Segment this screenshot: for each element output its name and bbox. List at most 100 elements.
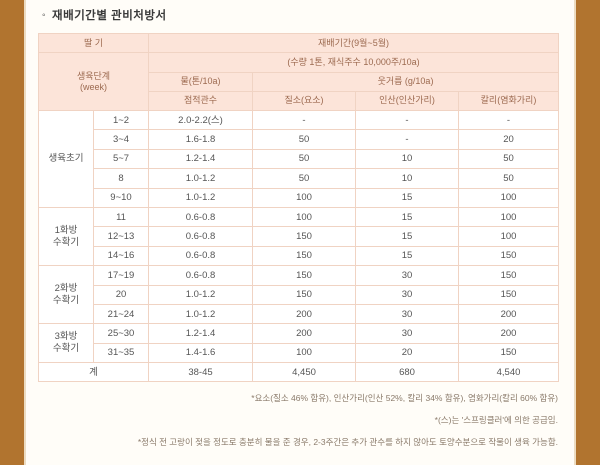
potassium-cell: 50 [457, 148, 560, 170]
group-cell-first-harvest: 1화방 수확기 [38, 206, 94, 267]
nitrogen-cell: 50 [252, 148, 356, 170]
week-cell: 1~2 [93, 109, 149, 131]
week-cell: 3~4 [93, 129, 149, 150]
table-row: 14~16 0.6-0.8 150 15 150 [39, 245, 560, 267]
phosphorus-cell: 20 [355, 342, 459, 364]
group-label: 2화방 [54, 282, 78, 294]
header-stage-line2: (week) [79, 81, 107, 92]
nitrogen-cell: 50 [252, 129, 356, 150]
potassium-cell: 100 [457, 187, 560, 208]
phosphorus-cell: 10 [355, 148, 459, 170]
water-cell: 0.6-0.8 [148, 245, 253, 267]
phosphorus-cell: 10 [355, 168, 459, 189]
total-label-cell: 계 [38, 362, 149, 383]
nitrogen-cell: 150 [252, 284, 356, 305]
header-water: 물(톤/10a) [148, 71, 253, 92]
water-cell: 1.2-1.4 [148, 323, 253, 344]
potassium-cell: 150 [457, 245, 560, 267]
group-cell-second-harvest: 2화방 수확기 [38, 265, 94, 325]
potassium-cell: 20 [457, 129, 560, 150]
water-cell: 1.0-1.2 [148, 303, 253, 325]
nitrogen-cell: 150 [252, 245, 356, 267]
header-capacity: (수량 1톤, 재식주수 10,000주/10a) [147, 52, 560, 73]
potassium-cell: 100 [457, 226, 560, 247]
table-row: 3~4 1.6-1.8 50 - 20 [39, 129, 560, 150]
potassium-cell: 200 [457, 323, 560, 344]
water-cell: 1.0-1.2 [148, 168, 253, 189]
water-cell: 0.6-0.8 [148, 206, 253, 228]
footnote-sprinkler: *(스)는 '스프링클러'에 의한 공급임. [434, 415, 558, 425]
page-title-text: 재배기간별 관비처방서 [52, 10, 167, 22]
week-cell: 11 [93, 206, 149, 228]
table-row: 8 1.0-1.2 50 10 50 [39, 168, 560, 189]
table-row: 3화방 수확기 25~30 1.2-1.4 200 30 200 [38, 323, 560, 364]
total-water-cell: 38-45 [148, 362, 253, 383]
nitrogen-cell: 50 [252, 168, 356, 189]
group-cell-early-growth: 생육초기 [38, 110, 94, 208]
group-label: 3화방 [54, 331, 78, 343]
nitrogen-cell: 100 [252, 206, 356, 228]
potassium-cell: - [457, 109, 560, 131]
water-cell: 2.0-2.2(스) [148, 109, 253, 131]
header-row-3: 물(톤/10a) 웃거름 (g/10a) [39, 71, 560, 92]
header-row-1: 딸 기 재배기간(9월~5월) [38, 32, 560, 54]
header-potassium: 칼리(염화가리) [457, 90, 560, 112]
nitrogen-cell: 150 [252, 265, 356, 286]
phosphorus-cell: - [355, 109, 459, 131]
header-period: 재배기간(9월~5월) [147, 32, 560, 54]
phosphorus-cell: 15 [355, 226, 459, 247]
table-row: 1화방 수확기 11 0.6-0.8 100 15 100 [38, 206, 560, 267]
week-cell: 17~19 [93, 265, 149, 286]
water-cell: 1.2-1.4 [148, 148, 253, 170]
table-row: 21~24 1.0-1.2 200 30 200 [39, 303, 560, 325]
phosphorus-cell: 15 [355, 187, 459, 208]
table-row: 12~13 0.6-0.8 150 15 100 [39, 226, 560, 247]
potassium-cell: 100 [457, 206, 560, 228]
phosphorus-cell: 30 [355, 323, 459, 344]
water-cell: 0.6-0.8 [148, 265, 253, 286]
week-cell: 25~30 [93, 323, 149, 344]
table-row: 5~7 1.2-1.4 50 10 50 [39, 148, 560, 170]
total-nitrogen-cell: 4,450 [252, 362, 356, 383]
group-label: 생육초기 [48, 152, 84, 164]
group-cell-third-harvest: 3화방 수확기 [38, 323, 94, 364]
header-row-2: 생육단계 (week) (수량 1톤, 재식주수 10,000주/10a) [38, 52, 560, 111]
total-potassium-cell: 4,540 [457, 362, 560, 383]
group-label: 1화방 [54, 224, 78, 236]
water-cell: 1.0-1.2 [148, 187, 253, 208]
potassium-cell: 200 [457, 303, 560, 325]
water-cell: 0.6-0.8 [148, 226, 253, 247]
potassium-cell: 150 [457, 265, 560, 286]
nitrogen-cell: 100 [252, 187, 356, 208]
week-cell: 8 [93, 168, 149, 189]
left-border-bar [0, 0, 26, 465]
phosphorus-cell: 30 [355, 265, 459, 286]
week-cell: 14~16 [93, 245, 149, 267]
header-nitrogen: 질소(요소) [252, 90, 356, 112]
header-stage: 생육단계 (week) [38, 52, 149, 111]
phosphorus-cell: 30 [355, 284, 459, 305]
page-title: ◦ 재배기간별 관비처방서 [42, 7, 167, 23]
table-row: 31~35 1.4-1.6 100 20 150 [39, 342, 560, 364]
phosphorus-cell: 15 [355, 245, 459, 267]
phosphorus-cell: 15 [355, 206, 459, 228]
potassium-cell: 50 [457, 168, 560, 189]
fertigation-table-wrap: 딸 기 재배기간(9월~5월) 생육단계 (week) (수량 1톤, 재식주수… [38, 32, 560, 383]
week-cell: 5~7 [93, 148, 149, 170]
group-label: 수확기 [52, 236, 80, 248]
footnote-fertilizer-content: *요소(질소 46% 함유), 인산가리(인산 52%, 칼리 34% 함유),… [251, 393, 558, 403]
potassium-cell: 150 [457, 284, 560, 305]
total-row: 계 38-45 4,450 680 4,540 [38, 362, 560, 383]
header-crop: 딸 기 [38, 32, 149, 54]
header-topdressing: 웃거름 (g/10a) [251, 71, 560, 92]
water-cell: 1.6-1.8 [148, 129, 253, 150]
table-row: 생육초기 1~2 2.0-2.2(스) - - - [38, 109, 560, 208]
total-phosphorus-cell: 680 [355, 362, 459, 383]
week-cell: 20 [93, 284, 149, 305]
water-cell: 1.0-1.2 [148, 284, 253, 305]
table-row: 20 1.0-1.2 150 30 150 [39, 284, 560, 305]
water-cell: 1.4-1.6 [148, 342, 253, 364]
table-row: 2화방 수확기 17~19 0.6-0.8 150 30 150 [38, 265, 560, 325]
potassium-cell: 150 [457, 342, 560, 364]
circle-bullet-icon: ◦ [42, 9, 47, 21]
